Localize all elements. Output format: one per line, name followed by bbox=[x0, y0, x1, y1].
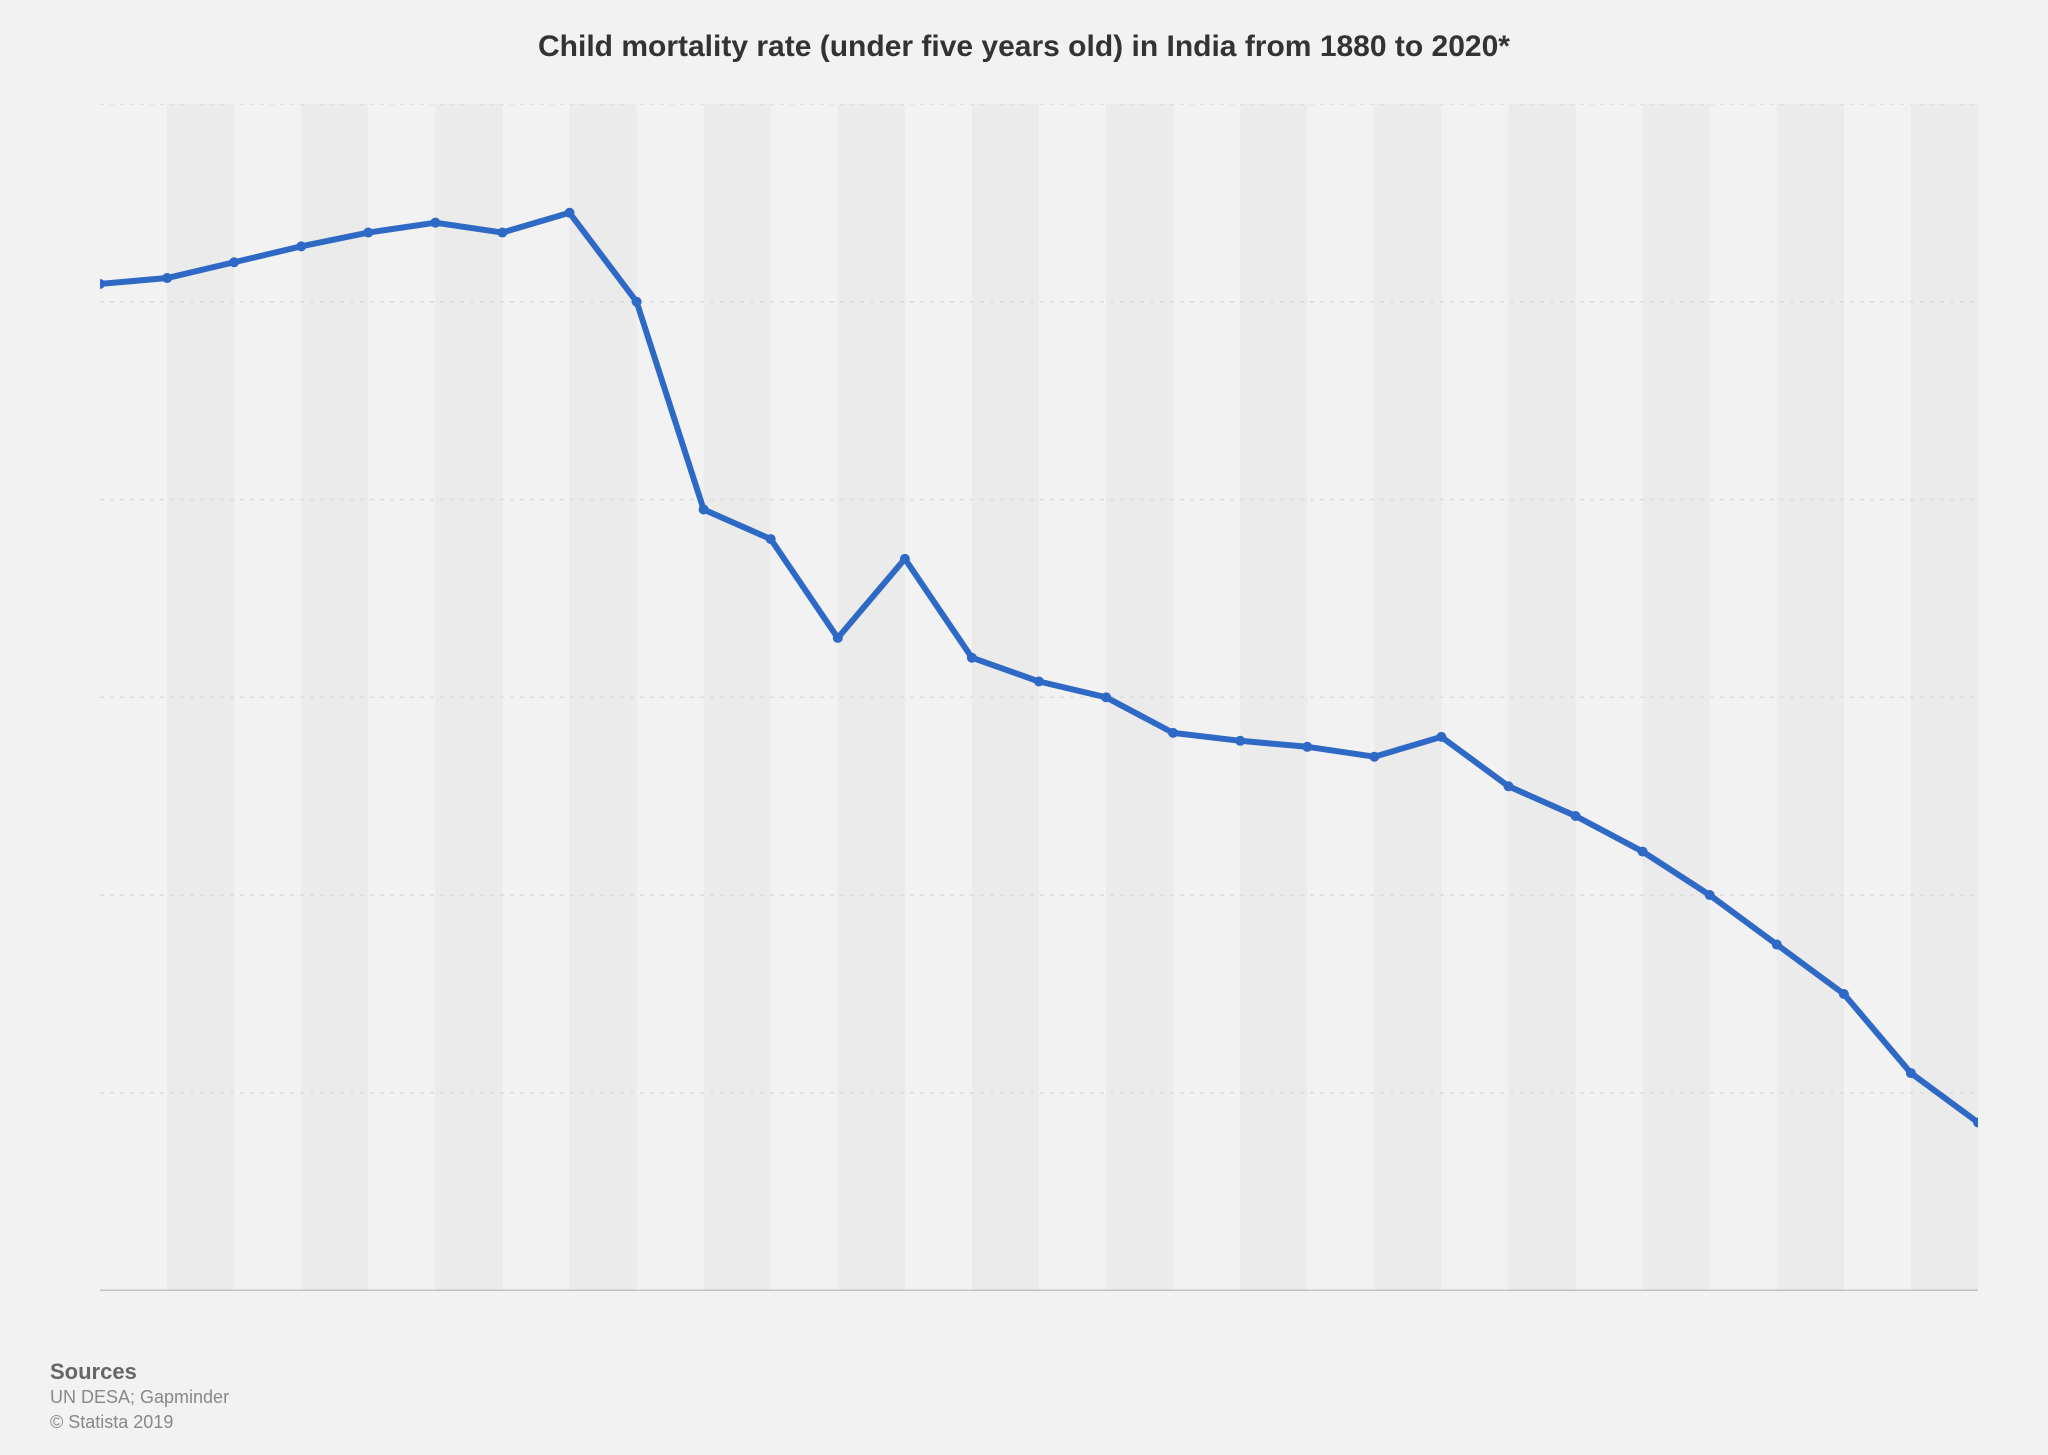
source-line-2: © Statista 2019 bbox=[50, 1410, 2008, 1435]
footer: Sources UN DESA; Gapminder © Statista 20… bbox=[40, 1359, 2008, 1435]
data-point bbox=[1302, 742, 1312, 752]
data-point bbox=[1839, 989, 1849, 999]
data-point bbox=[833, 633, 843, 643]
source-line-1: UN DESA; Gapminder bbox=[50, 1385, 2008, 1410]
data-point bbox=[162, 273, 172, 283]
data-point bbox=[565, 208, 575, 218]
data-point bbox=[497, 228, 507, 238]
data-point bbox=[363, 228, 373, 238]
data-point bbox=[229, 257, 239, 267]
chart-title: Child mortality rate (under five years o… bbox=[40, 30, 2008, 64]
data-point bbox=[699, 504, 709, 514]
data-point bbox=[1504, 781, 1514, 791]
data-point bbox=[1235, 736, 1245, 746]
plot-area bbox=[100, 104, 1978, 1291]
data-point bbox=[900, 554, 910, 564]
data-point bbox=[1571, 811, 1581, 821]
data-point bbox=[1101, 692, 1111, 702]
data-point bbox=[1034, 677, 1044, 687]
data-point bbox=[430, 218, 440, 228]
data-point bbox=[1906, 1068, 1916, 1078]
data-point bbox=[632, 297, 642, 307]
data-point bbox=[967, 653, 977, 663]
data-point bbox=[296, 241, 306, 251]
data-point bbox=[1705, 890, 1715, 900]
source-label: Sources bbox=[50, 1359, 2008, 1385]
data-point bbox=[1638, 847, 1648, 857]
data-point bbox=[1369, 752, 1379, 762]
data-point bbox=[1168, 728, 1178, 738]
chart-container bbox=[40, 94, 2008, 1331]
data-point bbox=[1772, 940, 1782, 950]
data-point bbox=[100, 279, 105, 289]
line-chart-svg bbox=[100, 104, 1978, 1291]
data-point bbox=[766, 534, 776, 544]
data-point bbox=[1436, 732, 1446, 742]
